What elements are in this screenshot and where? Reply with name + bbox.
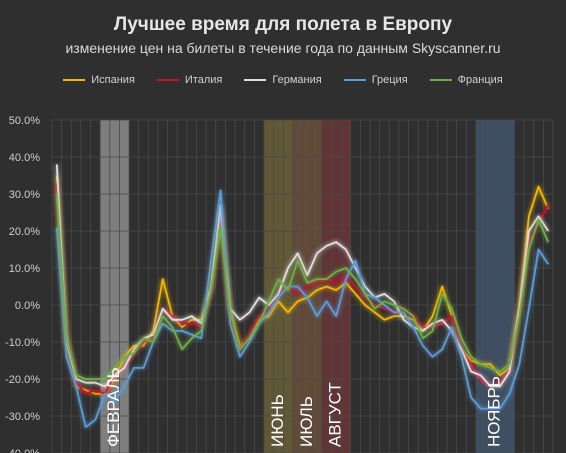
y-tick-label: -10.0% — [5, 337, 40, 349]
legend-label: Франция — [457, 74, 503, 86]
legend-label: Германия — [272, 74, 322, 86]
legend-label: Италия — [184, 74, 223, 86]
legend-item: Испания — [63, 74, 135, 86]
legend-item: Франция — [429, 74, 503, 86]
y-tick-label: 40.0% — [9, 152, 40, 164]
legend-swatch — [63, 79, 86, 81]
chart-legend: Испания Италия Германия Греция Франция — [0, 74, 566, 86]
legend-swatch — [429, 79, 452, 81]
highlight-label: НОЯБРЬ — [485, 376, 504, 447]
legend-swatch — [343, 79, 366, 81]
legend-label: Греция — [371, 74, 408, 86]
highlight-label: АВГУСТ — [326, 382, 345, 447]
series-line — [55, 182, 549, 395]
legend-swatch — [156, 79, 179, 81]
series-line — [55, 193, 550, 380]
series-line — [55, 189, 549, 428]
y-tick-label: -30.0% — [5, 411, 40, 423]
highlight-label: ИЮНЬ — [268, 394, 287, 447]
highlight-band — [100, 120, 130, 453]
legend-label: Испания — [91, 74, 135, 86]
y-tick-label: 0.0% — [15, 300, 40, 312]
y-tick-label: 50.0% — [9, 115, 40, 127]
legend-swatch — [244, 79, 267, 81]
chart-title: Лучшее время для полета в Европу — [113, 14, 453, 35]
y-tick-label: 30.0% — [9, 189, 40, 201]
legend-item: Германия — [244, 74, 322, 86]
y-tick-label: 10.0% — [9, 263, 40, 275]
highlight-label: ФЕВРАЛЬ — [104, 367, 123, 447]
chart-subtitle: изменение цен на билеты в течение года п… — [65, 40, 501, 56]
highlight-label: ИЮЛЬ — [297, 396, 316, 447]
legend-item: Италия — [156, 74, 223, 86]
y-tick-label: -40.0% — [5, 448, 40, 453]
y-tick-label: -20.0% — [5, 374, 40, 386]
legend-item: Греция — [343, 74, 408, 86]
y-tick-label: 20.0% — [9, 226, 40, 238]
series-line — [55, 164, 549, 388]
